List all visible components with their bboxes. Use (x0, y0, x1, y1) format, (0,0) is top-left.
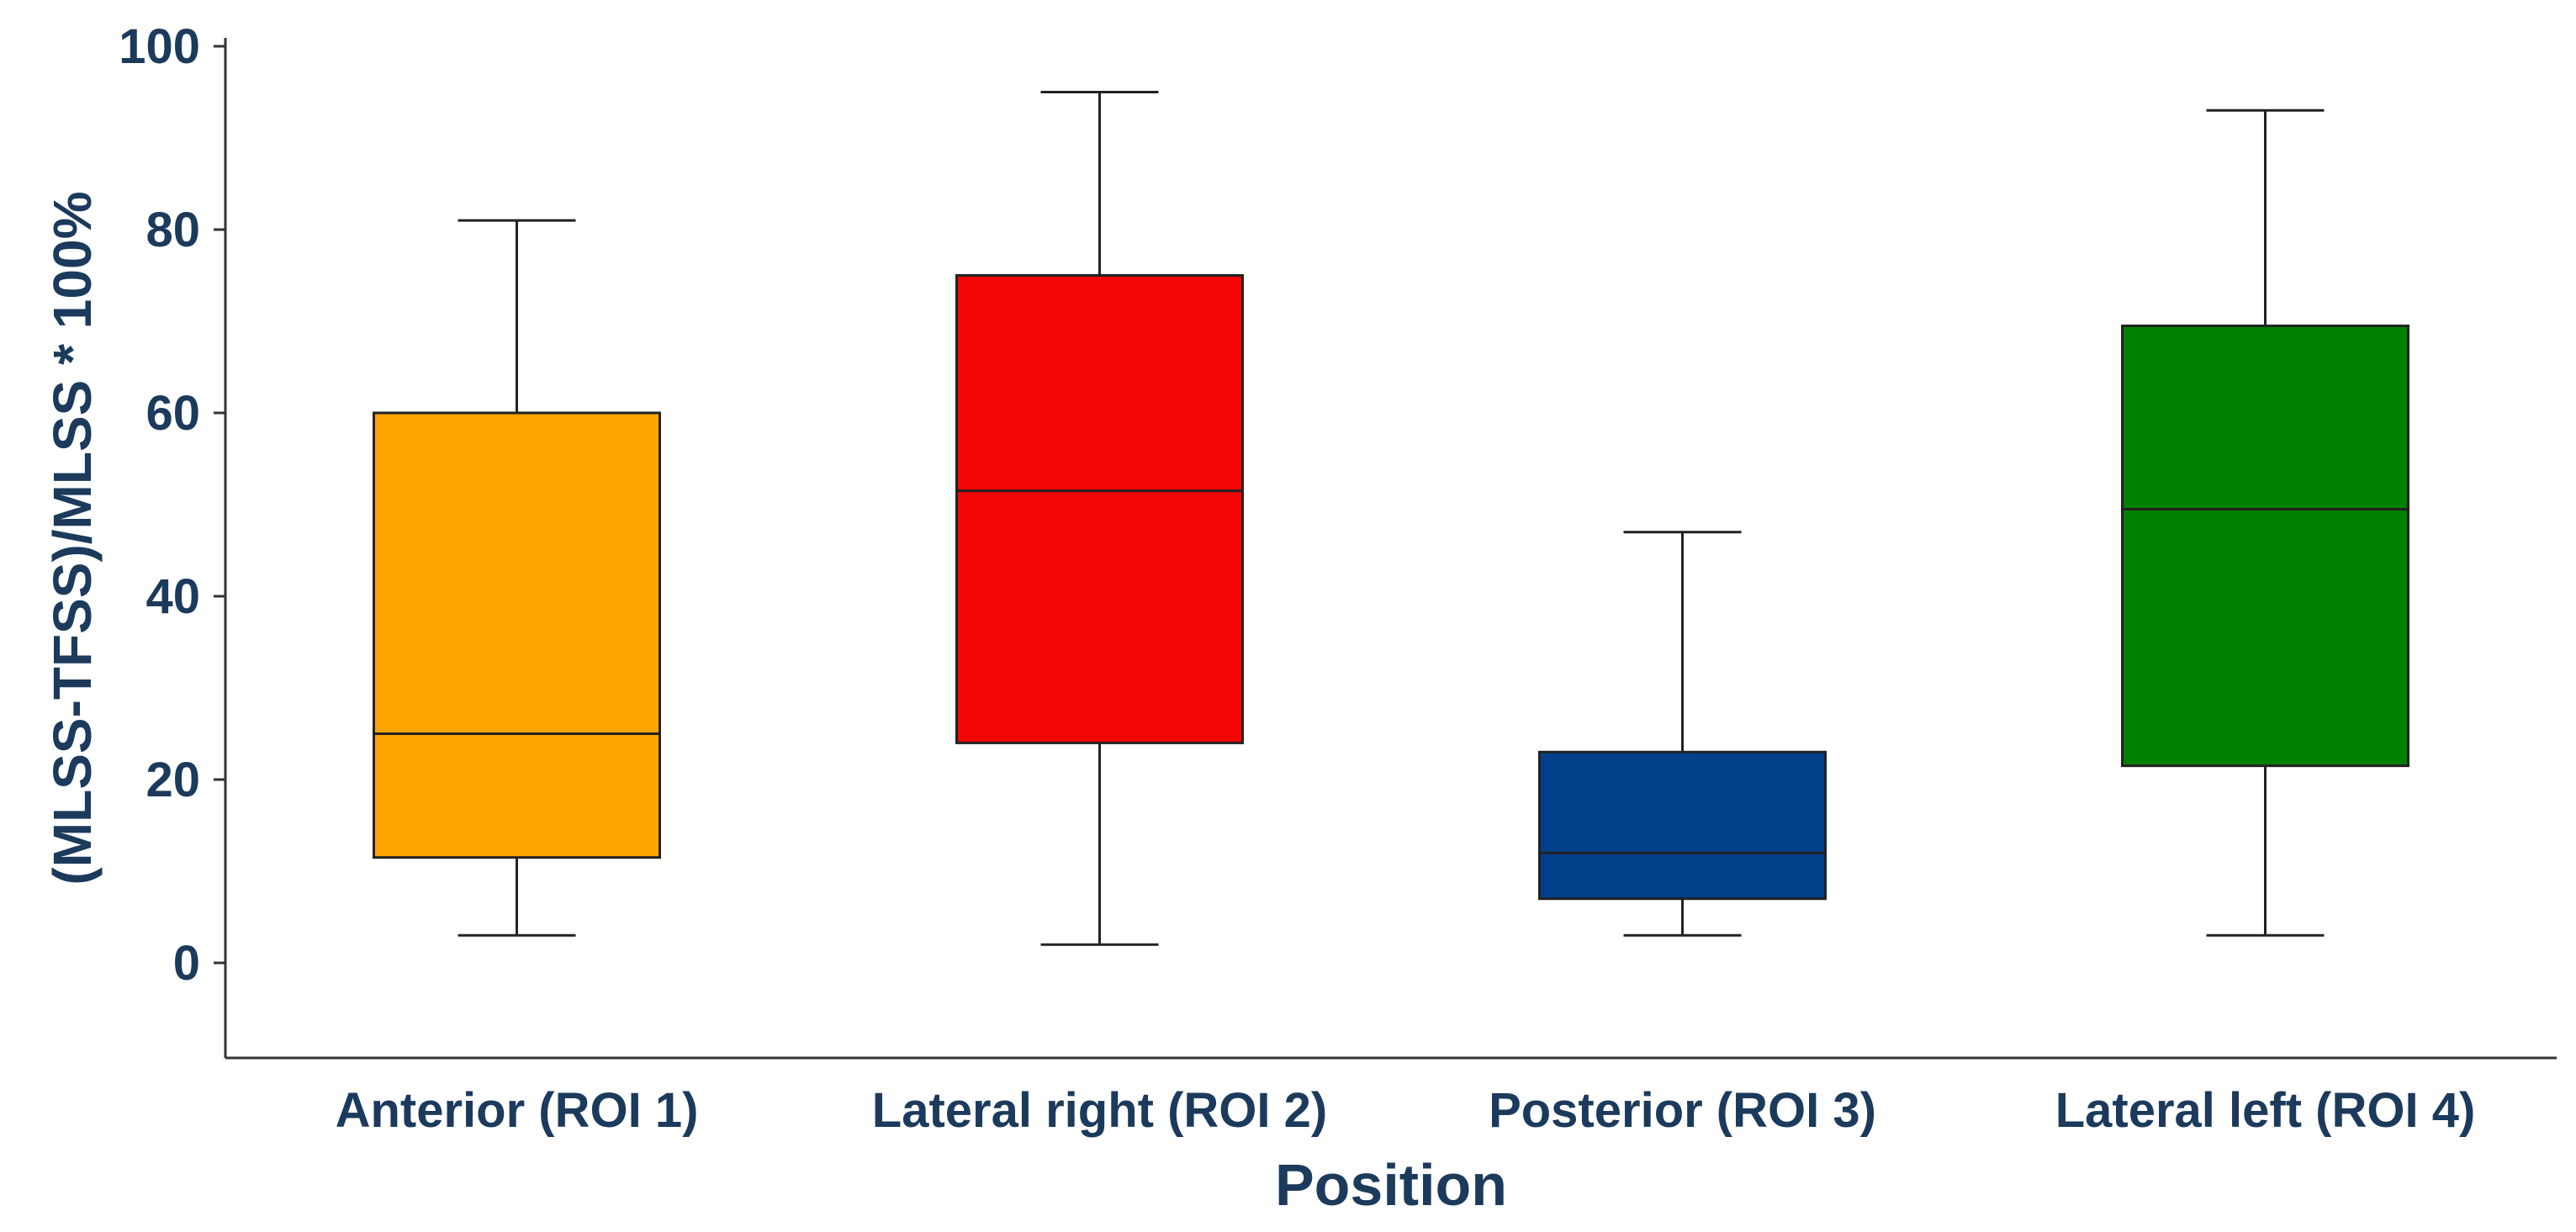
x-tick-label: Posterior (ROI 3) (1489, 1083, 1876, 1138)
x-tick-label: Lateral right (ROI 2) (872, 1083, 1327, 1138)
iqr-box (1538, 750, 1827, 901)
y-tick-label: 20 (145, 753, 200, 807)
y-tick-label: 100 (119, 19, 200, 74)
iqr-box (955, 274, 1244, 744)
y-tick-label: 80 (145, 203, 200, 257)
boxes-group (373, 91, 2409, 946)
x-axis: Anterior (ROI 1) Lateral right (ROI 2) Pos… (225, 1056, 2557, 1138)
iqr-box (2121, 324, 2409, 768)
y-axis: 0 20 40 60 80 100 (119, 19, 227, 1058)
box-3 (1538, 531, 1827, 937)
iqr-box (373, 411, 661, 859)
x-tick-label: Lateral left (ROI 4) (2055, 1083, 2476, 1138)
y-tick-label: 40 (145, 569, 200, 624)
box-1 (373, 219, 661, 937)
box-4 (2121, 108, 2409, 937)
y-tick-label: 0 (173, 936, 200, 991)
box-2 (955, 91, 1244, 946)
x-axis-title: Position (1275, 1152, 1507, 1218)
x-tick-label: Anterior (ROI 1) (336, 1083, 699, 1138)
y-tick-label: 60 (145, 386, 200, 441)
y-axis-title: (MLSS-TFSS)/MLSS * 100% (42, 192, 103, 886)
